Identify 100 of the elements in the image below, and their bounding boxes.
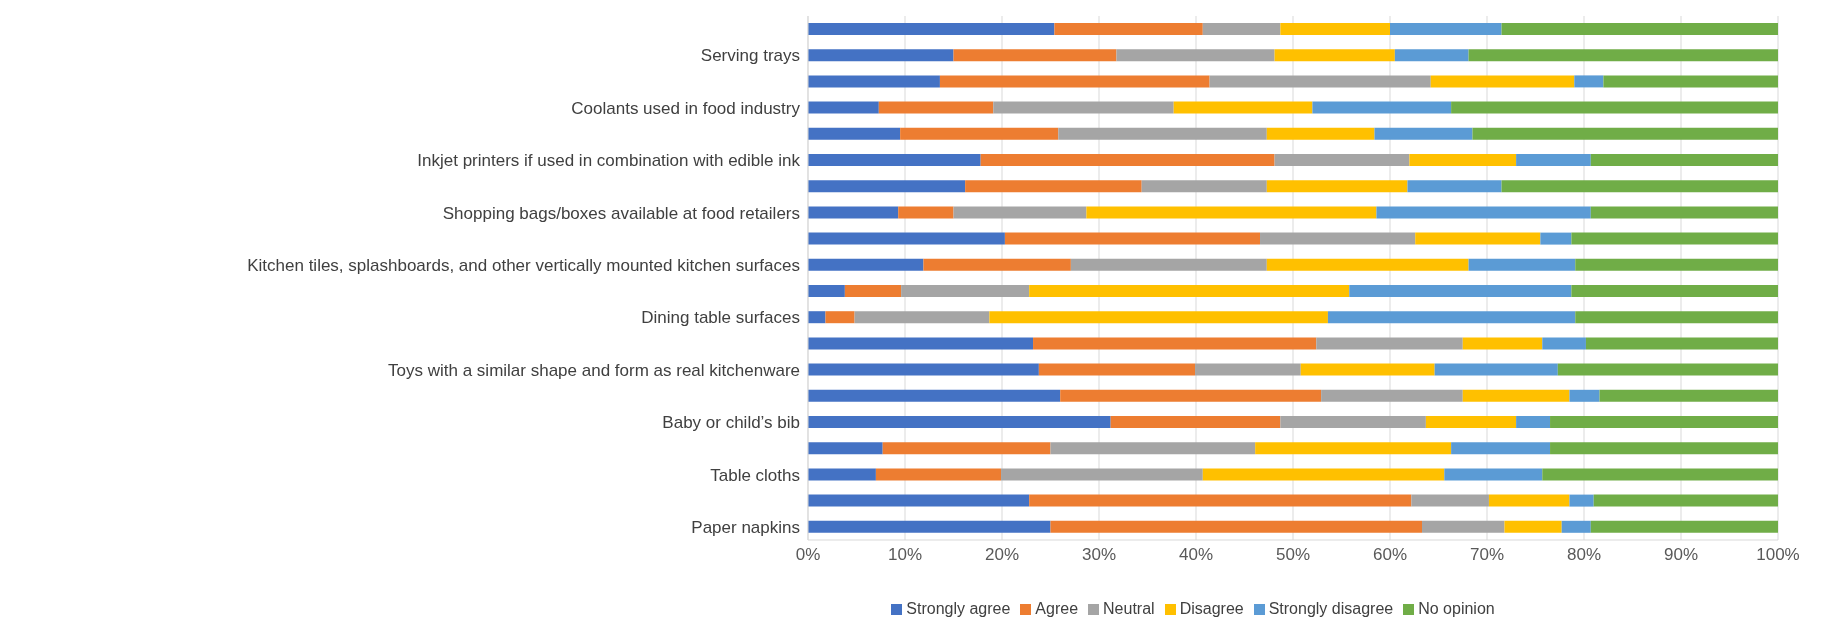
x-tick-label: 70% (1469, 545, 1505, 565)
bar (808, 127, 901, 140)
x-tick-label: 60% (1372, 545, 1408, 565)
bar (1058, 127, 1267, 140)
bar (953, 206, 1087, 219)
x-tick-label: 50% (1275, 545, 1311, 565)
bar (808, 337, 1034, 350)
bar (878, 101, 994, 114)
x-tick-label: 20% (984, 545, 1020, 565)
bar (1394, 49, 1469, 62)
bar (1409, 154, 1517, 166)
bar (808, 206, 899, 219)
bar (1590, 154, 1778, 166)
bar (1434, 363, 1558, 376)
bar (808, 442, 883, 455)
bar (1202, 468, 1445, 481)
bar (808, 285, 845, 297)
bar (1116, 49, 1275, 62)
bar (1054, 23, 1203, 35)
bar (1411, 494, 1489, 507)
bar (808, 75, 940, 88)
bar (854, 311, 990, 324)
bar (1488, 494, 1570, 507)
bar (1266, 180, 1408, 193)
bar (1542, 337, 1586, 350)
bar (1550, 442, 1778, 455)
y-tick-label: Paper napkins (691, 517, 800, 537)
bar (1050, 520, 1423, 533)
bar (1425, 416, 1517, 428)
bar (1349, 285, 1572, 297)
bar (1312, 101, 1452, 114)
bar (1321, 389, 1463, 402)
bar (1316, 337, 1463, 350)
bar (1590, 206, 1778, 219)
bar (1374, 127, 1473, 140)
bar (1574, 75, 1604, 88)
legend-label: Agree (1035, 600, 1079, 617)
bar (1444, 468, 1543, 481)
bar (808, 49, 954, 62)
bar (808, 389, 1061, 402)
y-tick-label: Table cloths (710, 465, 800, 485)
bar (1501, 23, 1778, 35)
legend-label: Strongly disagree (1268, 600, 1394, 617)
bar (1050, 442, 1256, 455)
legend-label: Neutral (1103, 600, 1155, 617)
bar (808, 101, 879, 114)
bar (1593, 494, 1778, 507)
bar (1415, 232, 1541, 245)
bar (900, 127, 1059, 140)
legend-label: Strongly agree (906, 600, 1011, 617)
bar (1300, 363, 1435, 376)
bar (808, 23, 1055, 35)
bar (1001, 468, 1203, 481)
bar (1550, 416, 1778, 428)
bar (1575, 311, 1778, 324)
bar (1422, 520, 1505, 533)
legend-label: No opinion (1418, 600, 1495, 617)
bar (1274, 49, 1395, 62)
bar (993, 101, 1174, 114)
bar (808, 416, 1111, 428)
bar (901, 285, 1030, 297)
bar (939, 75, 1210, 88)
bar (1029, 285, 1350, 297)
bar (1070, 258, 1267, 271)
y-tick-label: Toys with a similar shape and form as real kitchenware (388, 360, 800, 380)
y-tick-label: Kitchen tiles, splashboards, and other vertically mounted kitchen surfaces (247, 255, 800, 275)
bar (1274, 154, 1410, 166)
bar (808, 468, 876, 481)
bar (1501, 180, 1778, 193)
bar (1569, 389, 1600, 402)
bar (1430, 75, 1575, 88)
bar (1468, 258, 1576, 271)
bar (1603, 75, 1778, 88)
bar (965, 180, 1142, 193)
bar (1590, 520, 1778, 533)
x-tick-label: 40% (1178, 545, 1214, 565)
bar (825, 311, 855, 324)
bar (808, 520, 1051, 533)
bar (1060, 389, 1322, 402)
bar (882, 442, 1051, 455)
bar (1569, 494, 1594, 507)
bar (1504, 520, 1562, 533)
x-tick-label: 30% (1081, 545, 1117, 565)
bar (1266, 127, 1375, 140)
x-tick-label: 10% (887, 545, 923, 565)
bar (1110, 416, 1281, 428)
bar (1202, 23, 1281, 35)
bar (1173, 101, 1313, 114)
bar (1086, 206, 1377, 219)
bar (1557, 363, 1778, 376)
bar (1280, 23, 1390, 35)
x-tick-label: 90% (1663, 545, 1699, 565)
bar (1266, 258, 1469, 271)
bar (1038, 363, 1196, 376)
x-tick-label: 80% (1566, 545, 1602, 565)
bar (1029, 494, 1412, 507)
bar (1390, 23, 1502, 35)
bar (1571, 285, 1778, 297)
bar (1561, 520, 1591, 533)
bar (1195, 363, 1301, 376)
